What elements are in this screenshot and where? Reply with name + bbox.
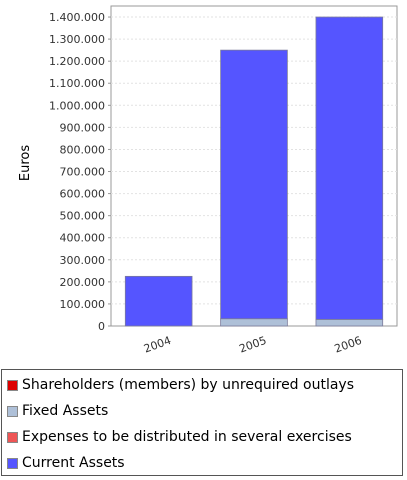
y-tick-label: 1.000.000: [49, 99, 105, 112]
legend-label: Expenses to be distributed in several ex…: [22, 429, 352, 445]
legend-label: Fixed Assets: [22, 403, 109, 419]
y-tick-label: 1.400.000: [49, 11, 105, 24]
bar-chart: 0 100.000 200.000 300.000 400.000 500.000 600.…: [18, 5, 398, 356]
legend-item: Shareholders (members) by unrequired out…: [7, 375, 354, 395]
y-tick-label: 800.000: [60, 143, 106, 156]
bar-segment: [315, 318, 384, 327]
y-tick-label: 100.000: [60, 298, 106, 311]
x-axis-ticks: 2004 2005 2006: [142, 334, 363, 356]
x-tick-label: 2005: [237, 334, 268, 356]
y-tick-label: 900.000: [60, 121, 106, 134]
y-tick-label: 0: [98, 320, 105, 333]
legend-item: Current Assets: [7, 453, 125, 473]
x-tick-label: 2004: [142, 334, 173, 356]
bar-segment: [124, 275, 193, 327]
legend-swatch-fixed-assets: [7, 405, 18, 417]
bars: [124, 16, 384, 327]
bar-segment: [220, 318, 288, 327]
y-tick-label: 400.000: [60, 232, 106, 245]
y-tick-label: 1.200.000: [49, 55, 105, 68]
legend-label: Current Assets: [22, 455, 125, 471]
legend-label: Shareholders (members) by unrequired out…: [22, 377, 354, 393]
y-axis-title: Euros: [18, 145, 33, 181]
y-tick-label: 500.000: [60, 210, 106, 223]
y-tick-label: 1.300.000: [49, 33, 105, 46]
x-tick-label: 2006: [333, 334, 364, 356]
bar-segment: [315, 16, 384, 320]
y-tick-label: 300.000: [60, 254, 106, 267]
y-axis-ticks: 0 100.000 200.000 300.000 400.000 500.000 600.…: [49, 11, 111, 333]
legend-item: Fixed Assets: [7, 401, 108, 421]
legend: Shareholders (members) by unrequired out…: [1, 369, 403, 476]
legend-swatch-shareholders: [7, 379, 18, 391]
legend-swatch-current-assets: [7, 457, 18, 469]
bar-segment: [220, 49, 288, 320]
y-tick-label: 1.100.000: [49, 77, 105, 90]
legend-item: Expenses to be distributed in several ex…: [7, 427, 352, 447]
legend-swatch-expenses: [7, 431, 18, 443]
y-tick-label: 200.000: [60, 276, 106, 289]
y-tick-label: 600.000: [60, 188, 106, 201]
y-tick-label: 700.000: [60, 166, 106, 179]
